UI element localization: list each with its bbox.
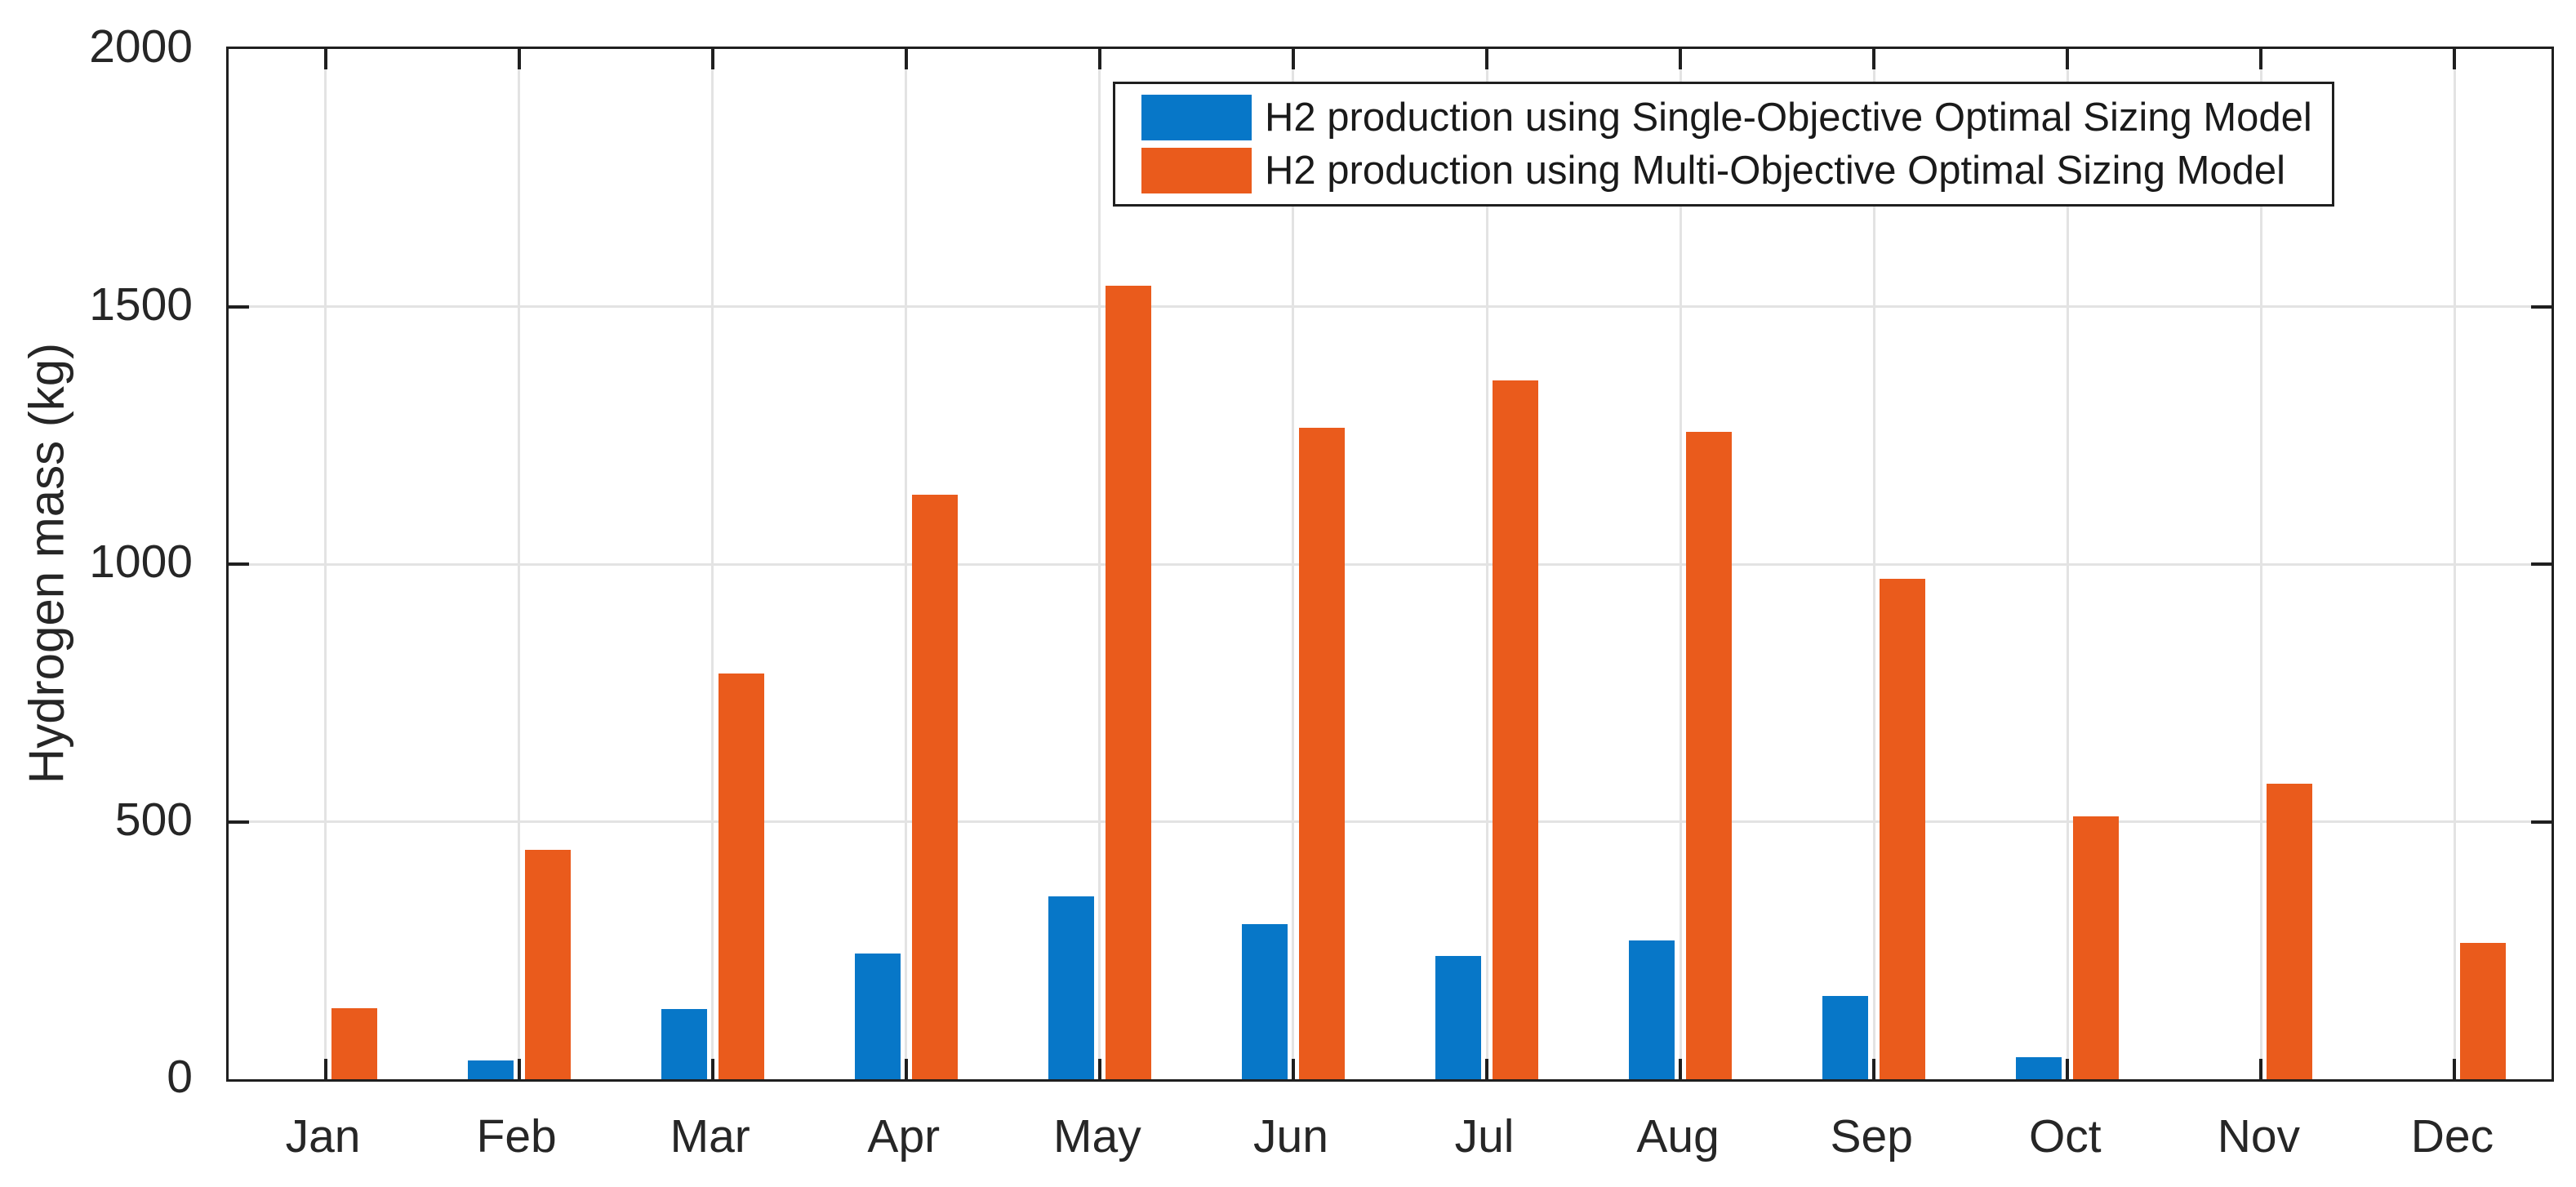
x-tick-label: Sep: [1830, 1110, 1913, 1163]
x-tick-label: Jun: [1253, 1110, 1328, 1163]
legend-swatch: [1141, 94, 1252, 140]
bar-single-objective: [661, 1008, 707, 1079]
x-tick-label: Feb: [476, 1110, 557, 1163]
plot-area: [226, 47, 2554, 1082]
legend-item: H2 production using Single-Objective Opt…: [1141, 92, 2316, 143]
y-tick-mark-left: [229, 562, 249, 566]
grid-line-vertical: [1872, 49, 1875, 1079]
bar-multi-objective: [524, 850, 571, 1079]
bar-multi-objective: [2267, 784, 2313, 1079]
y-tick-label: 500: [114, 793, 193, 846]
grid-line-vertical: [324, 49, 327, 1079]
grid-line-vertical: [1679, 49, 1682, 1079]
y-tick-mark-right: [2531, 562, 2552, 566]
bar-multi-objective: [331, 1007, 377, 1079]
bar-multi-objective: [2073, 816, 2120, 1079]
grid-line-vertical: [2259, 49, 2262, 1079]
x-tick-mark-bottom: [1872, 1059, 1876, 1079]
x-tick-mark-bottom: [2066, 1059, 2070, 1079]
x-tick-label: Nov: [2217, 1110, 2301, 1163]
bar-single-objective: [1629, 940, 1675, 1079]
bar-multi-objective: [2460, 942, 2507, 1079]
legend: H2 production using Single-Objective Opt…: [1113, 82, 2334, 207]
legend-label: H2 production using Multi-Objective Opti…: [1265, 149, 2286, 193]
bar-multi-objective: [1686, 431, 1733, 1079]
bar-multi-objective: [718, 674, 764, 1079]
bar-multi-objective: [1493, 380, 1539, 1079]
grid-line-vertical: [1292, 49, 1295, 1079]
x-tick-mark-top: [904, 49, 908, 69]
bar-multi-objective: [911, 495, 958, 1079]
legend-swatch: [1141, 148, 1252, 194]
x-tick-label: Dec: [2410, 1110, 2494, 1163]
grid-line-vertical: [2066, 49, 2069, 1079]
x-tick-mark-top: [517, 49, 521, 69]
x-tick-mark-top: [1679, 49, 1683, 69]
grid-line-horizontal: [229, 562, 2552, 566]
x-tick-mark-bottom: [517, 1059, 521, 1079]
y-tick-mark-left: [229, 305, 249, 309]
x-tick-label: Aug: [1636, 1110, 1720, 1163]
grid-line-vertical: [1098, 49, 1101, 1079]
x-tick-mark-top: [1872, 49, 1876, 69]
bar-single-objective: [467, 1060, 514, 1079]
x-tick-mark-top: [1485, 49, 1489, 69]
x-tick-mark-bottom: [1679, 1059, 1683, 1079]
y-tick-mark-left: [229, 820, 249, 824]
x-tick-mark-bottom: [2453, 1059, 2457, 1079]
grid-line-vertical: [518, 49, 521, 1079]
grid-line-vertical: [2453, 49, 2456, 1079]
x-tick-mark-bottom: [710, 1059, 714, 1079]
bar-single-objective: [1435, 955, 1482, 1079]
y-tick-mark-right: [2531, 305, 2552, 309]
x-tick-label: Apr: [867, 1110, 941, 1163]
x-tick-label: Jul: [1454, 1110, 1515, 1163]
bar-single-objective: [1048, 896, 1094, 1079]
grid-line-horizontal: [229, 820, 2552, 823]
grid-line-horizontal: [229, 305, 2552, 308]
bar-single-objective: [1822, 996, 1869, 1079]
x-tick-mark-top: [1291, 49, 1295, 69]
x-tick-mark-top: [1097, 49, 1101, 69]
legend-label: H2 production using Single-Objective Opt…: [1265, 95, 2312, 140]
y-tick-label: 1000: [89, 536, 193, 588]
x-tick-label: Mar: [670, 1110, 750, 1163]
y-tick-label: 0: [167, 1051, 193, 1103]
bar-single-objective: [854, 954, 901, 1079]
grid-line-vertical: [1485, 49, 1488, 1079]
y-tick-label: 2000: [89, 20, 193, 73]
x-tick-mark-bottom: [1291, 1059, 1295, 1079]
bar-multi-objective: [1105, 285, 1151, 1079]
x-tick-mark-top: [2066, 49, 2070, 69]
x-tick-label: Oct: [2028, 1110, 2102, 1163]
x-tick-mark-bottom: [2259, 1059, 2263, 1079]
grid-line-vertical: [905, 49, 908, 1079]
bar-single-objective: [2016, 1056, 2062, 1079]
bar-multi-objective: [1298, 427, 1345, 1079]
y-tick-label: 1500: [89, 278, 193, 331]
legend-item: H2 production using Multi-Objective Opti…: [1141, 145, 2316, 196]
x-tick-mark-top: [710, 49, 714, 69]
bar-single-objective: [1241, 924, 1288, 1079]
x-tick-mark-bottom: [904, 1059, 908, 1079]
x-tick-mark-top: [2453, 49, 2457, 69]
x-tick-label: Jan: [285, 1110, 361, 1163]
x-tick-mark-bottom: [1097, 1059, 1101, 1079]
x-tick-mark-bottom: [323, 1059, 327, 1079]
x-tick-mark-top: [323, 49, 327, 69]
x-tick-label: May: [1053, 1110, 1141, 1163]
y-tick-mark-right: [2531, 820, 2552, 824]
grid-line-vertical: [711, 49, 714, 1079]
x-tick-mark-top: [2259, 49, 2263, 69]
x-tick-mark-bottom: [1485, 1059, 1489, 1079]
bar-multi-objective: [1880, 578, 1926, 1079]
